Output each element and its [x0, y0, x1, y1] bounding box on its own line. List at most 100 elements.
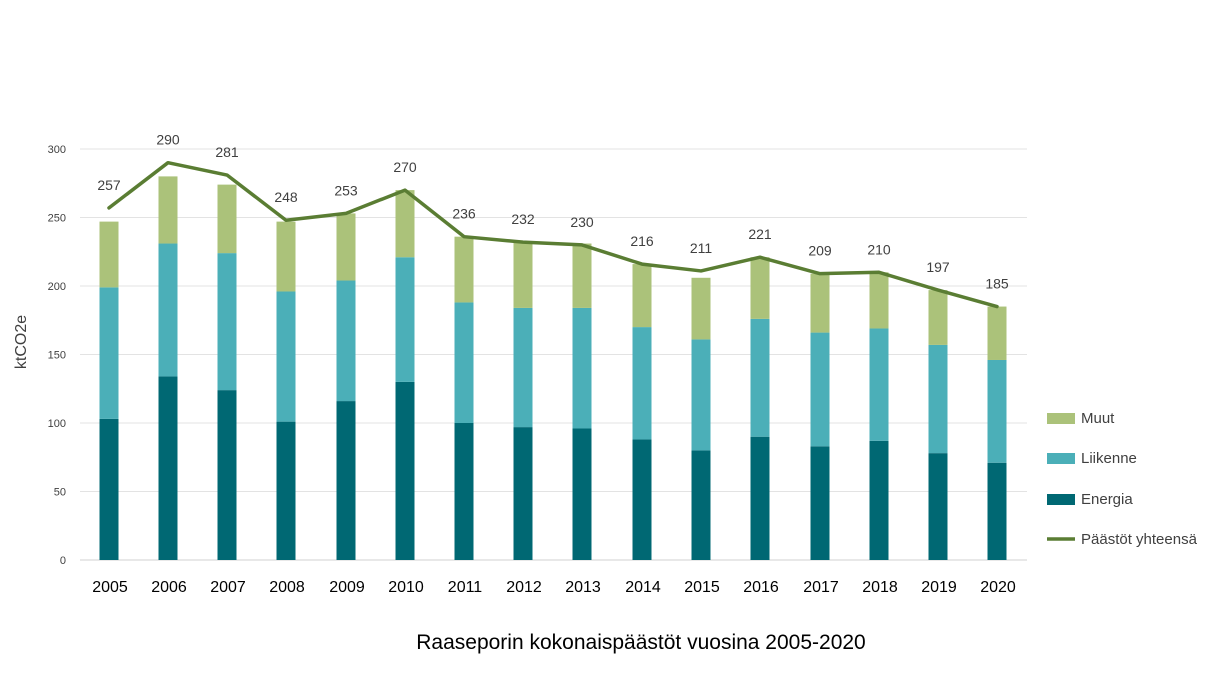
- data-label: 232: [511, 211, 535, 227]
- x-tick-label: 2015: [684, 579, 720, 596]
- bar-energia: [810, 446, 830, 560]
- bar-muut: [395, 190, 415, 258]
- bar-liikenne: [869, 328, 889, 441]
- y-axis-label: ktCO2e: [13, 315, 30, 369]
- y-tick-label: 200: [48, 281, 66, 293]
- bars: [99, 176, 1007, 560]
- bar-energia: [336, 401, 356, 560]
- bar-muut: [513, 242, 533, 308]
- x-tick-label: 2016: [743, 579, 779, 596]
- x-tick-label: 2018: [862, 579, 898, 596]
- data-label: 281: [215, 144, 239, 160]
- data-label: 257: [97, 177, 121, 193]
- bar-energia: [217, 390, 237, 560]
- data-label: 210: [867, 241, 891, 257]
- bar-energia: [99, 418, 119, 560]
- bar-muut: [869, 272, 889, 329]
- data-label: 221: [748, 226, 772, 242]
- x-tick-label: 2006: [151, 579, 187, 596]
- x-tick-label: 2005: [92, 579, 128, 596]
- bar-liikenne: [632, 327, 652, 440]
- bar-energia: [158, 376, 178, 560]
- data-label: 211: [690, 240, 713, 256]
- bar-liikenne: [750, 318, 770, 437]
- x-tick-label: 2019: [921, 579, 957, 596]
- bar-energia: [276, 421, 296, 560]
- data-labels: 257 290 281 248 253 270 236 232 230 216 211 221 209 2…: [97, 132, 1009, 292]
- legend: Muut Liikenne Energia Päästöt yhteensä: [1047, 410, 1198, 548]
- legend-label: Päästöt yhteensä: [1081, 531, 1198, 548]
- x-axis-ticks: 2005 2006 2007 2008 2009 2010 2011 2012 2013 2014…: [92, 579, 1016, 596]
- data-label: 216: [630, 233, 654, 249]
- bar-energia: [572, 428, 592, 560]
- bar-liikenne: [217, 253, 237, 391]
- bar-muut: [632, 264, 652, 328]
- bar-muut: [810, 273, 830, 333]
- bar-liikenne: [928, 344, 948, 454]
- bar-energia: [513, 427, 533, 560]
- legend-label: Muut: [1081, 410, 1115, 427]
- bar-energia: [632, 439, 652, 560]
- total-series-line: [107, 160, 999, 309]
- bar-liikenne: [810, 332, 830, 447]
- bar-liikenne: [454, 302, 474, 423]
- bar-liikenne: [336, 280, 356, 402]
- data-label: 253: [334, 182, 358, 198]
- x-tick-label: 2010: [388, 579, 424, 596]
- legend-swatch: [1047, 453, 1075, 464]
- bar-energia: [395, 381, 415, 560]
- data-label: 197: [926, 259, 950, 275]
- data-label: 236: [452, 206, 476, 222]
- bar-energia: [750, 436, 770, 560]
- data-label: 185: [985, 276, 1009, 292]
- bar-muut: [750, 257, 770, 319]
- bar-energia: [691, 450, 711, 560]
- bar-muut: [572, 243, 592, 308]
- x-tick-label: 2020: [980, 579, 1016, 596]
- bar-liikenne: [276, 291, 296, 422]
- x-tick-label: 2014: [625, 579, 661, 596]
- x-tick-label: 2012: [506, 579, 542, 596]
- x-tick-label: 2009: [329, 579, 365, 596]
- chart-title: Raaseporin kokonaispäästöt vuosina 2005-…: [416, 631, 865, 654]
- bar-liikenne: [395, 257, 415, 382]
- data-label: 230: [570, 214, 594, 230]
- bar-muut: [99, 221, 119, 288]
- y-tick-label: 0: [60, 555, 66, 567]
- y-tick-label: 100: [48, 418, 66, 430]
- legend-label: Energia: [1081, 491, 1133, 508]
- bar-muut: [336, 213, 356, 281]
- legend-swatch: [1047, 494, 1075, 505]
- y-axis-ticks: 0 50 100 150 200 250 300: [48, 144, 66, 567]
- legend-swatch: [1047, 413, 1075, 424]
- data-label: 290: [156, 132, 180, 148]
- bar-energia: [987, 462, 1007, 560]
- x-tick-label: 2017: [803, 579, 839, 596]
- x-tick-label: 2007: [210, 579, 246, 596]
- bar-energia: [928, 453, 948, 560]
- x-tick-label: 2011: [448, 579, 483, 596]
- data-label: 248: [274, 189, 298, 205]
- bar-muut: [217, 184, 237, 254]
- bar-liikenne: [99, 287, 119, 419]
- x-tick-label: 2008: [269, 579, 305, 596]
- total-line: [107, 160, 999, 309]
- y-tick-label: 250: [48, 213, 66, 225]
- y-tick-label: 50: [54, 487, 66, 499]
- bar-muut: [928, 290, 948, 345]
- bar-muut: [691, 277, 711, 340]
- bar-liikenne: [987, 359, 1007, 463]
- bar-muut: [987, 306, 1007, 360]
- bar-liikenne: [158, 243, 178, 377]
- bar-liikenne: [513, 307, 533, 428]
- bar-liikenne: [691, 339, 711, 451]
- x-tick-label: 2013: [565, 579, 601, 596]
- legend-label: Liikenne: [1081, 450, 1137, 467]
- bar-muut: [276, 221, 296, 292]
- bar-energia: [454, 423, 474, 560]
- data-label: 209: [808, 243, 832, 259]
- gridlines: [80, 148, 1027, 561]
- bar-liikenne: [572, 307, 592, 429]
- y-tick-label: 150: [48, 350, 66, 362]
